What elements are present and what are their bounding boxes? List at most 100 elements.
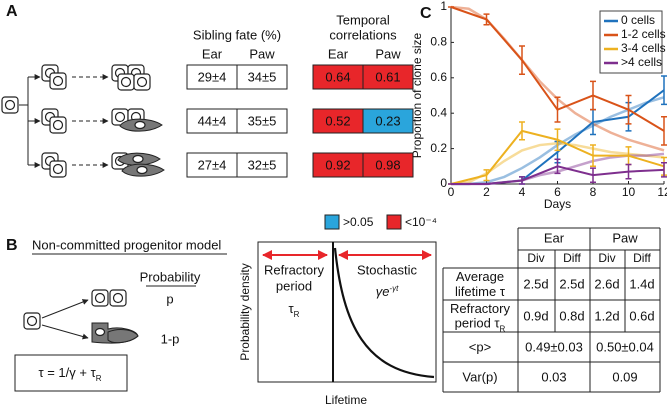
table-cell	[186, 64, 238, 90]
formula-box	[14, 354, 128, 392]
correlation-cell	[362, 152, 414, 178]
panel-title: Non-committed progenitor model	[32, 237, 221, 252]
table-cell	[236, 152, 288, 178]
column-header: Paw	[249, 46, 275, 61]
axis-label: Days	[544, 197, 571, 211]
formula: τ = 1/γ + τR	[38, 365, 101, 382]
legend-label: >4 cells	[621, 55, 662, 69]
error-bar	[625, 94, 632, 125]
error-bar	[519, 45, 525, 76]
column-subheader: Div	[598, 251, 615, 265]
cell-text: 0.61	[375, 69, 400, 84]
legend-swatch	[324, 214, 340, 230]
text-part: τ	[289, 301, 295, 316]
error-bar	[519, 121, 525, 141]
x-tick-label: 6	[554, 185, 561, 199]
x-tick-label: 8	[590, 185, 597, 199]
error-bar	[661, 75, 667, 106]
annotation: Stochastic	[357, 262, 417, 277]
row-label: period τR	[455, 316, 506, 333]
cell-text: 0.03	[541, 369, 566, 384]
cell-text: 0.50±0.04	[596, 339, 654, 354]
error-bar	[661, 162, 667, 178]
column-header: Paw	[375, 46, 401, 61]
y-tick-label: 1	[440, 0, 447, 13]
legend-label: >0.05	[343, 215, 374, 229]
annotation: γe-γt	[376, 284, 399, 300]
correlation-cell	[362, 108, 414, 134]
text-part: γe	[376, 284, 390, 299]
x-tick-label: 2	[483, 185, 490, 199]
row-label: lifetime τ	[455, 284, 506, 299]
correlation-cell	[312, 64, 364, 90]
nucleus	[132, 154, 144, 164]
nucleus	[112, 292, 124, 304]
row-label: <p>	[469, 339, 491, 354]
y-tick-label: 0.8	[430, 35, 447, 49]
x-tick-label: 0	[448, 185, 455, 199]
cell-text: 34±5	[248, 69, 277, 84]
cell-text: 2.5d	[559, 276, 584, 291]
axis-label: Proportion of clone size	[410, 32, 424, 158]
cell-text: 0.9d	[523, 308, 548, 323]
row-label: Var(p)	[462, 369, 497, 384]
cell-text: 0.23	[375, 113, 400, 128]
nucleus	[136, 165, 148, 175]
cell-text: 35±5	[248, 113, 277, 128]
column-subheader: Diff	[633, 251, 651, 265]
column-header: Ear	[328, 46, 349, 61]
cell-text: 1.2d	[594, 308, 619, 323]
table-cell	[236, 108, 288, 134]
cell-text: 2.5d	[523, 276, 548, 291]
nucleus	[120, 76, 132, 88]
column-subheader: Div	[527, 251, 544, 265]
error-bar	[554, 128, 561, 152]
plot-frame	[257, 241, 437, 383]
error-bar	[590, 167, 596, 183]
y-tick-label: 0.4	[430, 105, 447, 119]
error-bar	[554, 96, 561, 123]
table-title: Sibling fate (%)	[193, 27, 281, 42]
column-header: Paw	[612, 230, 638, 245]
column-header: Ear	[544, 230, 565, 245]
cell-text: 0.6d	[629, 308, 654, 323]
column-subheader: Diff	[563, 251, 581, 265]
row-label: Refractory	[450, 301, 510, 316]
cell-text: 44±4	[198, 113, 227, 128]
nucleus	[134, 120, 146, 130]
text-part: τ = 1/γ + τ	[38, 365, 96, 380]
cell-text: 32±5	[248, 157, 277, 172]
table-cell	[186, 152, 238, 178]
correlation-cell	[312, 152, 364, 178]
cell-text: 2.6d	[594, 276, 619, 291]
cell-text: 0.64	[325, 69, 350, 84]
nucleus	[4, 99, 16, 111]
cell-text: 0.92	[325, 157, 350, 172]
panel-label: C	[420, 5, 432, 22]
text-part: R	[500, 324, 506, 333]
panel-label: A	[6, 3, 18, 20]
nucleus	[26, 315, 38, 327]
y-tick-label: 0	[440, 176, 447, 190]
cell-text: 0.09	[612, 369, 637, 384]
panel-label: B	[6, 237, 18, 254]
legend-label: <10⁻⁴	[405, 215, 437, 229]
column-header: Ear	[202, 46, 223, 61]
probability-value: 1-p	[161, 331, 180, 346]
y-tick-label: 0.2	[430, 141, 447, 155]
axis-label: Lifetime	[325, 393, 367, 407]
annotation: τR	[289, 301, 300, 318]
error-bar	[519, 176, 525, 185]
nucleus	[52, 119, 64, 131]
error-bar	[625, 163, 632, 180]
correlation-cell	[312, 108, 364, 134]
legend-label: 1-2 cells	[621, 27, 666, 41]
error-bar	[554, 158, 561, 175]
cell-text: 1.4d	[629, 276, 654, 291]
y-tick-label: 0.6	[430, 70, 447, 84]
nucleus	[114, 111, 126, 123]
legend-label: 3-4 cells	[621, 41, 666, 55]
error-bar	[590, 80, 596, 111]
axis-label: Probability density	[238, 263, 252, 360]
